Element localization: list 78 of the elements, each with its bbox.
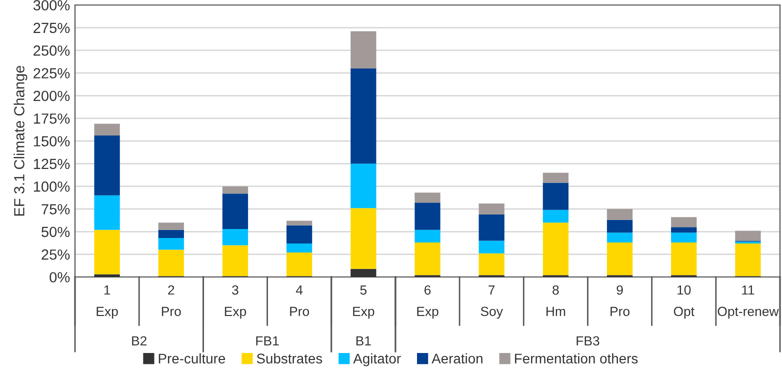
bar — [222, 186, 248, 194]
y-tick-label: 125% — [34, 158, 70, 170]
bar — [606, 220, 633, 233]
bar — [735, 243, 761, 276]
y-tick-label: 250% — [34, 45, 70, 56]
bar — [94, 136, 120, 196]
bar — [222, 228, 248, 246]
text: FB3 — [576, 336, 600, 346]
x-tick-label: 11 Opt-renew — [718, 285, 779, 319]
bar — [350, 31, 376, 68]
x-tick-label: 4 Pro — [290, 285, 310, 316]
bar — [414, 242, 440, 276]
bar — [478, 214, 504, 241]
bar — [94, 274, 120, 277]
legend-label: Fermentation others — [515, 353, 638, 364]
bar — [350, 68, 376, 164]
bar — [222, 245, 248, 276]
bar — [94, 195, 120, 230]
x-tick-label: 3 Exp — [224, 285, 246, 319]
bar — [414, 202, 440, 230]
y-tick-label: 200% — [34, 90, 70, 102]
y-tick-label: 275% — [34, 22, 70, 34]
bar — [671, 217, 697, 228]
x-tick-label: 8 Hm — [546, 285, 566, 316]
y-tick-label: 100% — [34, 181, 70, 192]
y-tick-label: 300% — [33, 0, 70, 10]
x-tick-label: 5 Exp — [353, 285, 374, 319]
x-tick-label: 10 Opt — [674, 285, 694, 319]
bar — [735, 230, 761, 241]
bar — [286, 243, 312, 253]
y-tick-label: 175% — [34, 114, 70, 124]
x-tick-label: 6 Exp — [417, 285, 438, 319]
text: B2 — [132, 336, 146, 346]
bar — [158, 238, 184, 250]
bar — [350, 208, 376, 269]
legend-label: Pre-culture — [158, 353, 226, 364]
bar — [606, 232, 633, 243]
bar — [158, 230, 184, 238]
y-tick-label: 75% — [42, 204, 70, 214]
bar — [478, 204, 504, 214]
y-tick-label: 0% — [50, 272, 70, 282]
bar — [542, 172, 568, 183]
bar — [606, 242, 633, 276]
bar — [671, 227, 697, 233]
text: B1 — [356, 336, 371, 346]
bar — [478, 253, 504, 276]
bar — [671, 232, 697, 243]
y-tick-label: 50% — [42, 226, 70, 238]
bar — [542, 222, 568, 276]
y-axis-title: EF 3.1 Climate Change — [14, 66, 28, 216]
bar — [478, 240, 504, 254]
bar — [286, 225, 312, 244]
legend-label: Agitator — [353, 353, 401, 366]
y-tick-label: 150% — [34, 136, 70, 146]
x-tick-label: 2 Pro — [162, 285, 181, 316]
bar — [94, 124, 120, 136]
x-tick-label: 9 Pro — [610, 285, 630, 316]
legend-label: Substrates — [256, 353, 322, 364]
bar — [350, 164, 376, 208]
bar — [158, 222, 184, 230]
bar — [414, 192, 440, 203]
bar — [414, 230, 440, 243]
bar — [286, 252, 312, 276]
y-tick-label: 225% — [34, 68, 70, 78]
bar — [158, 250, 184, 276]
bar — [286, 220, 312, 226]
x-tick-label: 1 Exp — [96, 285, 118, 319]
bar — [671, 242, 697, 276]
bar — [542, 210, 568, 223]
legend-label: Aeration — [432, 353, 482, 364]
y-tick-label: 25% — [42, 249, 70, 260]
bar — [350, 268, 376, 277]
bar — [94, 230, 120, 274]
x-tick-label: 7 Soy — [480, 285, 503, 319]
bar — [606, 209, 633, 220]
bar — [222, 194, 248, 229]
text: FB1 — [256, 336, 279, 346]
bar — [542, 182, 568, 210]
